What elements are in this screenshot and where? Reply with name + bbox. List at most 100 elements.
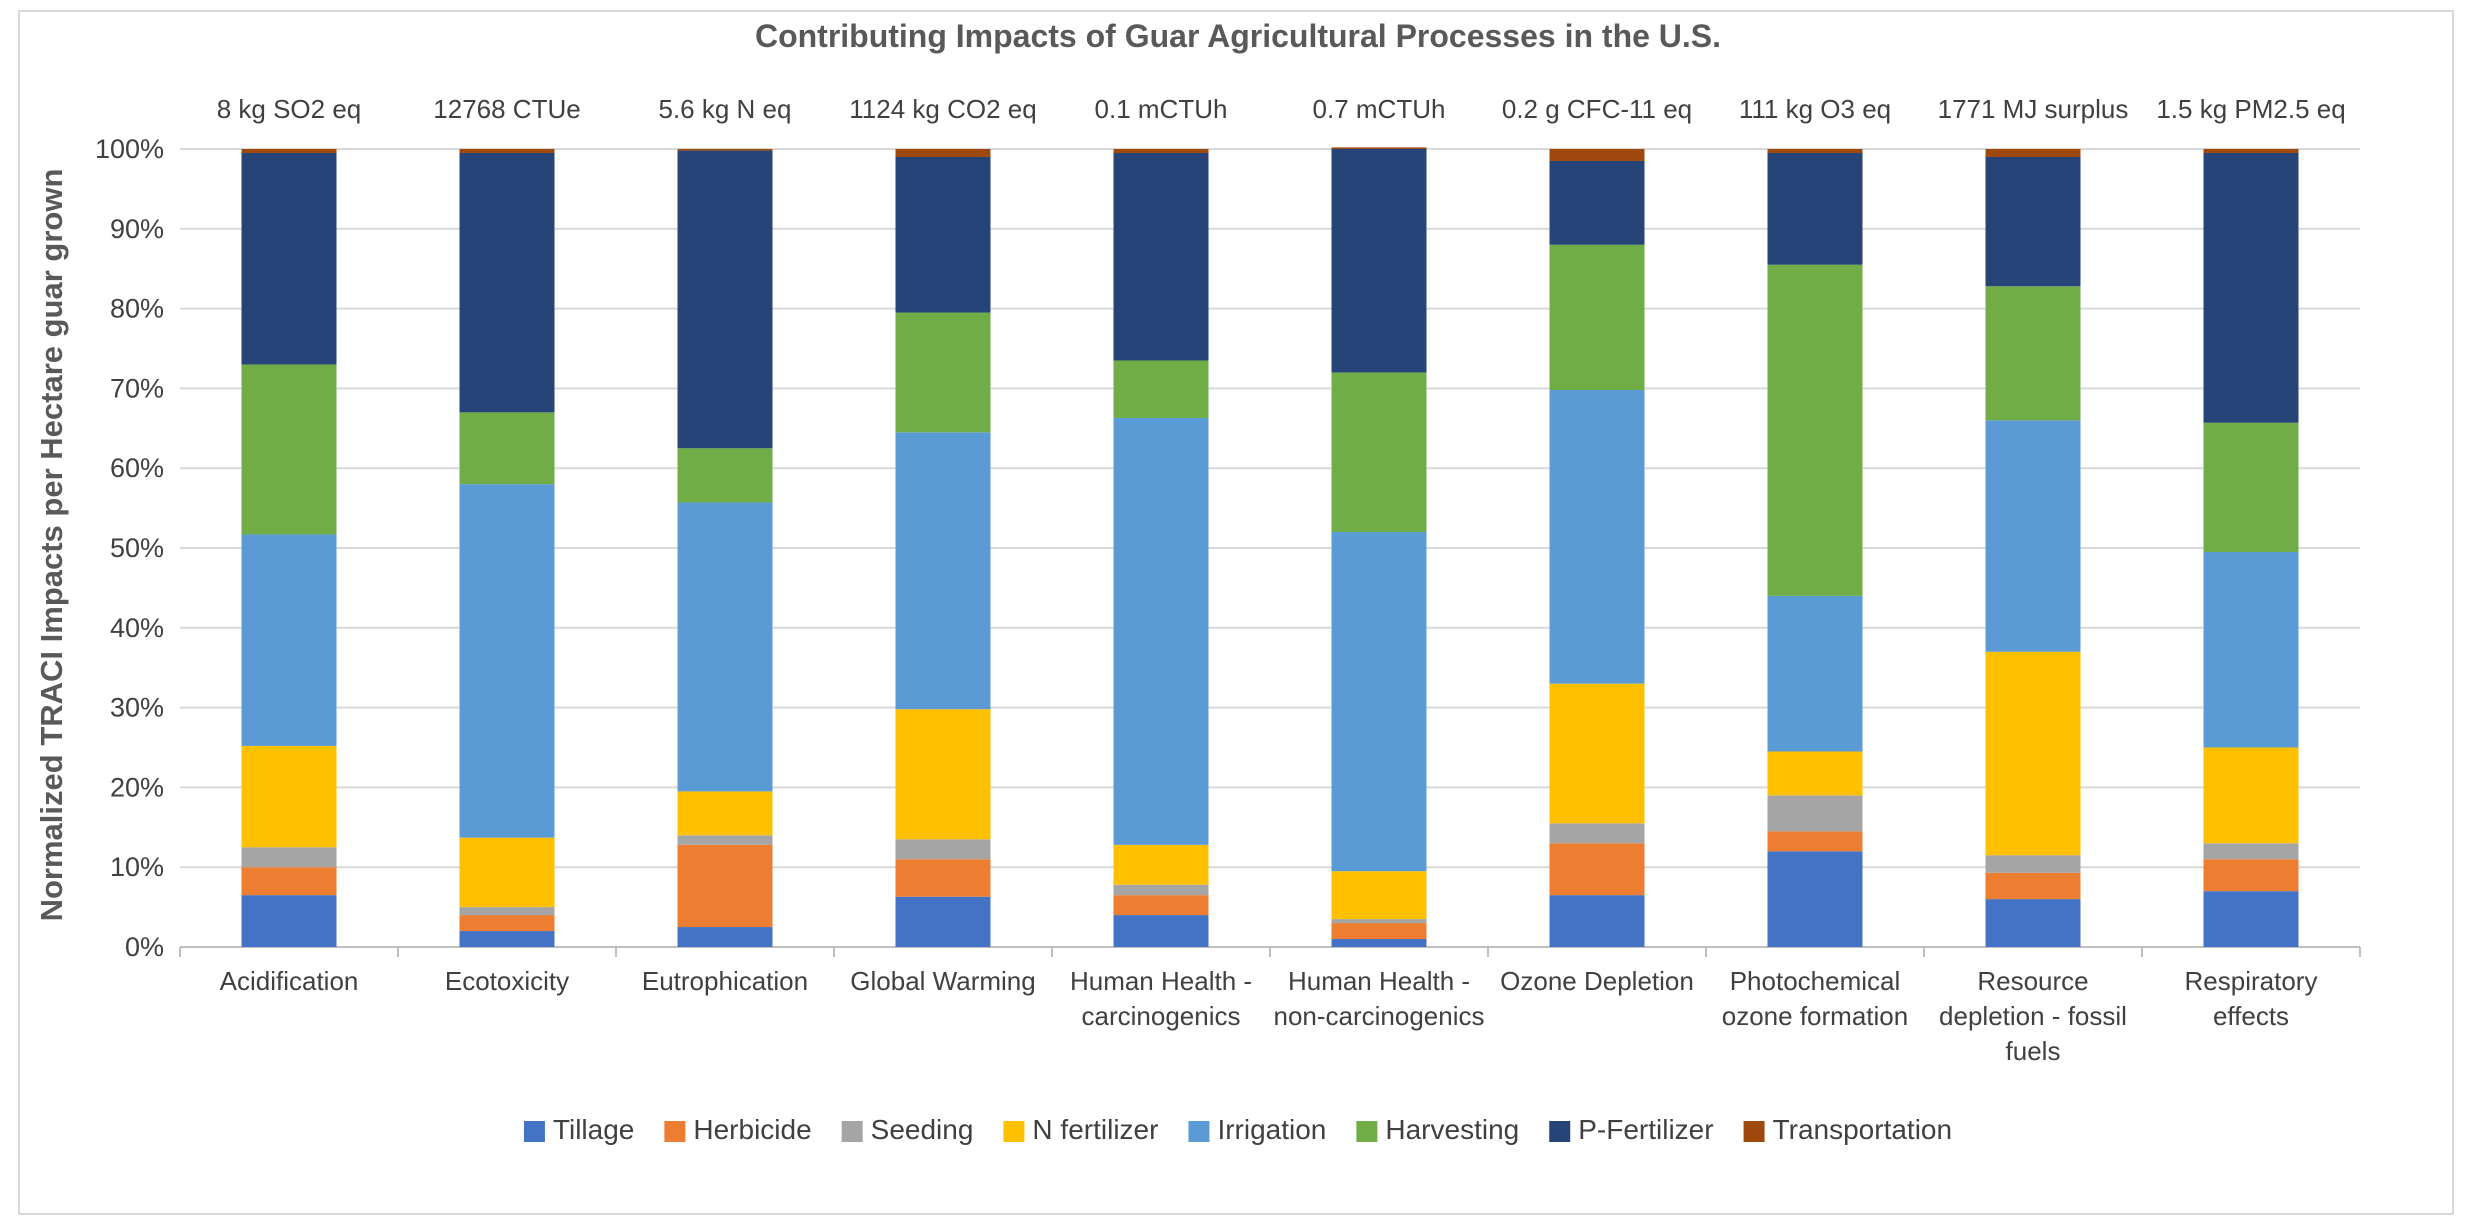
category-label: Acidification — [220, 966, 359, 996]
bar-segment — [895, 839, 991, 860]
chart-title: Contributing Impacts of Guar Agricultura… — [755, 18, 1721, 54]
bar-segment — [1549, 683, 1645, 824]
bar-segment — [677, 844, 773, 928]
impact-total-label: 0.7 mCTUh — [1313, 94, 1446, 124]
bar-segment — [1549, 244, 1645, 390]
bar-segment — [241, 534, 337, 746]
legend-swatch — [1003, 1121, 1025, 1142]
legend-label: Irrigation — [1217, 1114, 1326, 1145]
impact-total-labels: 8 kg SO2 eq 12768 CTUe 5.6 kg N eq 1124 kg … — [217, 94, 2346, 124]
impact-total-label: 1771 MJ surplus — [1938, 94, 2129, 124]
category-label: Eutrophication — [642, 966, 808, 996]
y-tick-label: 90% — [110, 214, 164, 244]
legend-label: Harvesting — [1385, 1114, 1519, 1145]
bar-segment — [1767, 595, 1863, 752]
impact-total-label: 1.5 kg PM2.5 eq — [2156, 94, 2345, 124]
impact-total-label: 12768 CTUe — [433, 94, 580, 124]
legend-swatch — [841, 1121, 863, 1142]
bar-segment — [1331, 372, 1427, 533]
bar-segment — [2203, 422, 2299, 552]
bar-segment — [1113, 149, 1209, 153]
bar-segment — [241, 867, 337, 896]
legend-swatch — [1743, 1121, 1765, 1142]
y-tick-label: 10% — [110, 852, 164, 882]
bar-segment — [1767, 751, 1863, 796]
bar-segment — [241, 364, 337, 535]
category-label: Ozone Depletion — [1500, 966, 1694, 996]
bar-segment — [1549, 895, 1645, 947]
bar-segment — [1549, 843, 1645, 896]
bar-segment — [1331, 149, 1427, 373]
bar-segment — [1767, 152, 1863, 265]
bar-segment — [1985, 156, 2081, 287]
bar-segment — [2203, 747, 2299, 844]
legend-label: Seeding — [871, 1114, 974, 1145]
legend-swatch — [1356, 1121, 1378, 1142]
bar-segment — [459, 837, 555, 908]
category-label: Resource depletion - fossil fuels — [1939, 966, 2127, 1066]
legend-swatch — [1188, 1121, 1210, 1142]
bar-segment — [459, 412, 555, 485]
y-tick-label: 40% — [110, 613, 164, 643]
bar-segment — [1549, 823, 1645, 844]
bar-segment — [895, 859, 991, 897]
bar-segment — [2203, 891, 2299, 947]
category-label: Ecotoxicity — [445, 966, 569, 996]
impact-total-label: 111 kg O3 eq — [1739, 94, 1891, 124]
legend: Tillage Herbicide Seeding N fertilizer Irrig… — [523, 1114, 1952, 1145]
bar-segment — [1113, 895, 1209, 916]
y-tick-label: 100% — [95, 134, 164, 164]
bar-segment — [1985, 420, 2081, 652]
bar-segment — [241, 152, 337, 365]
bar-segment — [2203, 843, 2299, 860]
bar-segment — [459, 907, 555, 916]
bar-segment — [1331, 939, 1427, 947]
bar-segment — [1767, 831, 1863, 852]
y-tick-label: 80% — [110, 294, 164, 324]
bar-segment — [1113, 417, 1209, 845]
bar-segment — [2203, 149, 2299, 153]
bar-segment — [677, 502, 773, 792]
bar-segment — [1331, 147, 1427, 149]
y-tick-label: 60% — [110, 453, 164, 483]
bar-segment — [895, 432, 991, 710]
bar-segment — [1767, 149, 1863, 153]
legend-label: Herbicide — [693, 1114, 811, 1145]
bar-segment — [677, 149, 773, 151]
chart-frame: Contributing Impacts of Guar Agricultura… — [18, 10, 2454, 1215]
bar-segment — [1767, 264, 1863, 596]
bar-segment — [1549, 160, 1645, 245]
bar-segment — [677, 448, 773, 503]
bar-segment — [895, 896, 991, 947]
legend-swatch — [664, 1121, 686, 1142]
bar-segment — [677, 791, 773, 836]
category-label: Photochemical ozone formation — [1722, 966, 1908, 1031]
bar-segment — [1113, 360, 1209, 418]
bar-segment — [895, 312, 991, 433]
bar-segment — [2203, 551, 2299, 748]
bar-segment — [241, 745, 337, 848]
impact-total-label: 5.6 kg N eq — [659, 94, 792, 124]
impact-total-label: 1124 kg CO2 eq — [849, 94, 1036, 124]
legend-swatch — [1549, 1121, 1571, 1142]
bar-segment — [241, 847, 337, 868]
bar-segment — [1985, 286, 2081, 421]
bar-segment — [241, 149, 337, 153]
category-labels: Acidification Ecotoxicity Eutrophication Gl… — [220, 966, 2318, 1066]
bar-segment — [1331, 532, 1427, 872]
bar-segment — [677, 927, 773, 947]
bar-segment — [2203, 152, 2299, 423]
y-axis-label: Normalized TRACI Impacts per Hectare gua… — [34, 169, 69, 922]
bar-segment — [459, 149, 555, 153]
category-label: Human Health -non-carcinogenics — [1273, 966, 1484, 1031]
y-tick-label: 70% — [110, 373, 164, 403]
bar-segment — [677, 835, 773, 845]
legend-label: Tillage — [553, 1114, 634, 1145]
bar-segment — [2203, 859, 2299, 892]
y-axis-ticks: 0% 10% 20% 30% 40% 50% 60% 70% 80% 90% 100% — [95, 134, 164, 962]
impact-total-label: 0.2 g CFC-11 eq — [1502, 94, 1692, 124]
chart-svg: Contributing Impacts of Guar Agricultura… — [34, 18, 2361, 1145]
bar-segment — [677, 150, 773, 449]
impact-total-label: 8 kg SO2 eq — [217, 94, 362, 124]
bar-segment — [1985, 149, 2081, 157]
